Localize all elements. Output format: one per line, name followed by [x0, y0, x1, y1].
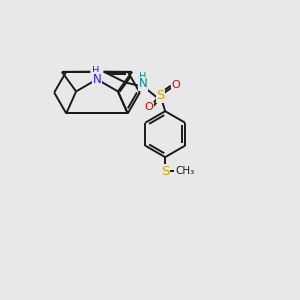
Text: S: S — [156, 89, 165, 102]
Text: S: S — [161, 165, 170, 178]
Text: N: N — [139, 77, 147, 90]
Text: N: N — [93, 73, 101, 86]
Text: CH₃: CH₃ — [175, 166, 194, 176]
Text: O: O — [172, 80, 180, 89]
Text: O: O — [144, 103, 153, 112]
Text: H: H — [139, 72, 146, 82]
Text: H: H — [92, 66, 99, 76]
